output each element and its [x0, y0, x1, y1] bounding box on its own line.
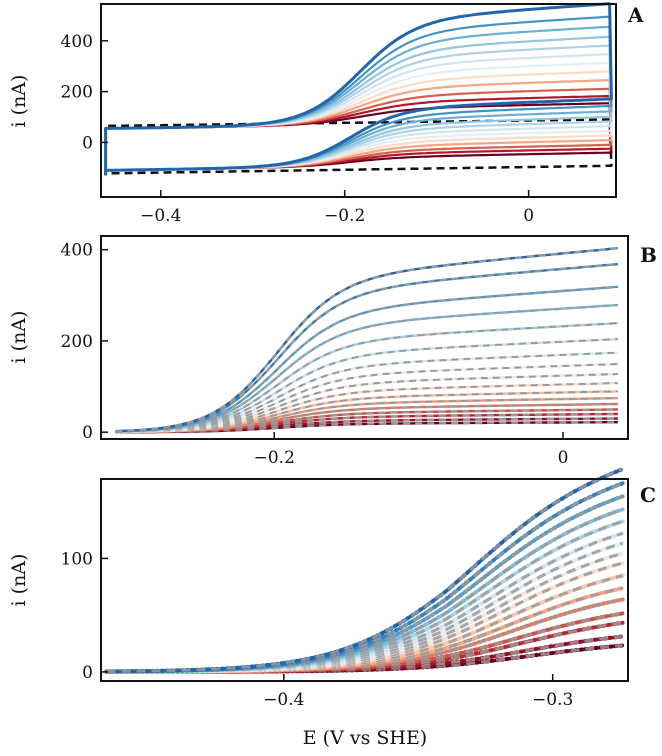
fit-curve [115, 390, 618, 433]
panel-a: −0.4 −0.2 0 0 200 400 i (nA) A [8, 2, 644, 226]
x-tick-label: 0 [558, 448, 569, 468]
panel-a-letter: A [627, 3, 644, 27]
fit-curve [115, 285, 618, 433]
x-tick-label: −0.4 [263, 690, 304, 710]
fit-curve [106, 519, 624, 674]
panel-c-curves [104, 467, 625, 674]
fit-curve [106, 586, 623, 674]
x-tick-label: −0.2 [254, 448, 295, 468]
fit-curve [115, 397, 618, 433]
cv-series-cv-12 [104, 2, 613, 176]
y-tick-label: 0 [82, 663, 93, 683]
x-tick-label: −0.3 [532, 690, 573, 710]
y-tick-label: 0 [82, 133, 93, 153]
fit-curve [106, 541, 624, 674]
y-tick-label: 0 [82, 423, 93, 443]
panel-c-frame [100, 478, 629, 682]
fit-curve [115, 403, 618, 433]
panel-a-ticks: −0.4 −0.2 0 0 200 400 [61, 32, 535, 226]
fit-curve [115, 373, 618, 433]
fit-curve [106, 551, 624, 674]
panel-b-curves [115, 247, 619, 434]
y-tick-label: 100 [61, 549, 93, 569]
x-tick-label: 0 [523, 206, 534, 226]
x-tick-label: −0.2 [324, 206, 365, 226]
panel-a-curves [104, 2, 613, 176]
fit-curve [106, 507, 624, 674]
panel-b-letter: B [640, 243, 657, 267]
fit-curve [106, 494, 624, 674]
fit-curve [115, 322, 618, 433]
panel-a-ylabel: i (nA) [8, 75, 30, 128]
panel-b-frame [100, 235, 629, 440]
y-tick-label: 400 [61, 32, 93, 52]
panel-b: −0.2 0 0 200 400 i (nA) B [8, 235, 657, 468]
panel-c-ylabel: i (nA) [8, 554, 30, 607]
x-axis-label: E (V vs SHE) [303, 727, 427, 749]
panel-a-frame [100, 3, 617, 198]
y-tick-label: 200 [61, 332, 93, 352]
panel-c-ticks: −0.4 −0.3 0 100 [61, 549, 574, 710]
fit-curve [106, 574, 623, 674]
fit-curve [106, 531, 624, 674]
panel-c-letter: C [640, 483, 656, 507]
y-tick-label: 200 [61, 83, 93, 103]
fit-curve [115, 247, 618, 433]
fit-curve [106, 561, 624, 674]
panel-b-ylabel: i (nA) [8, 311, 30, 364]
panel-c: −0.4 −0.3 0 100 i (nA) C E (V vs SHE) [8, 467, 656, 749]
cv-series-baseline [104, 118, 613, 176]
fit-curve [115, 382, 618, 433]
fit-curve [106, 467, 624, 673]
x-tick-label: −0.4 [140, 206, 181, 226]
panel-b-ticks: −0.2 0 0 200 400 [61, 241, 569, 468]
fit-curve [115, 304, 618, 433]
fit-curve [106, 481, 624, 673]
y-tick-label: 400 [61, 241, 93, 261]
fit-curve [115, 408, 618, 433]
